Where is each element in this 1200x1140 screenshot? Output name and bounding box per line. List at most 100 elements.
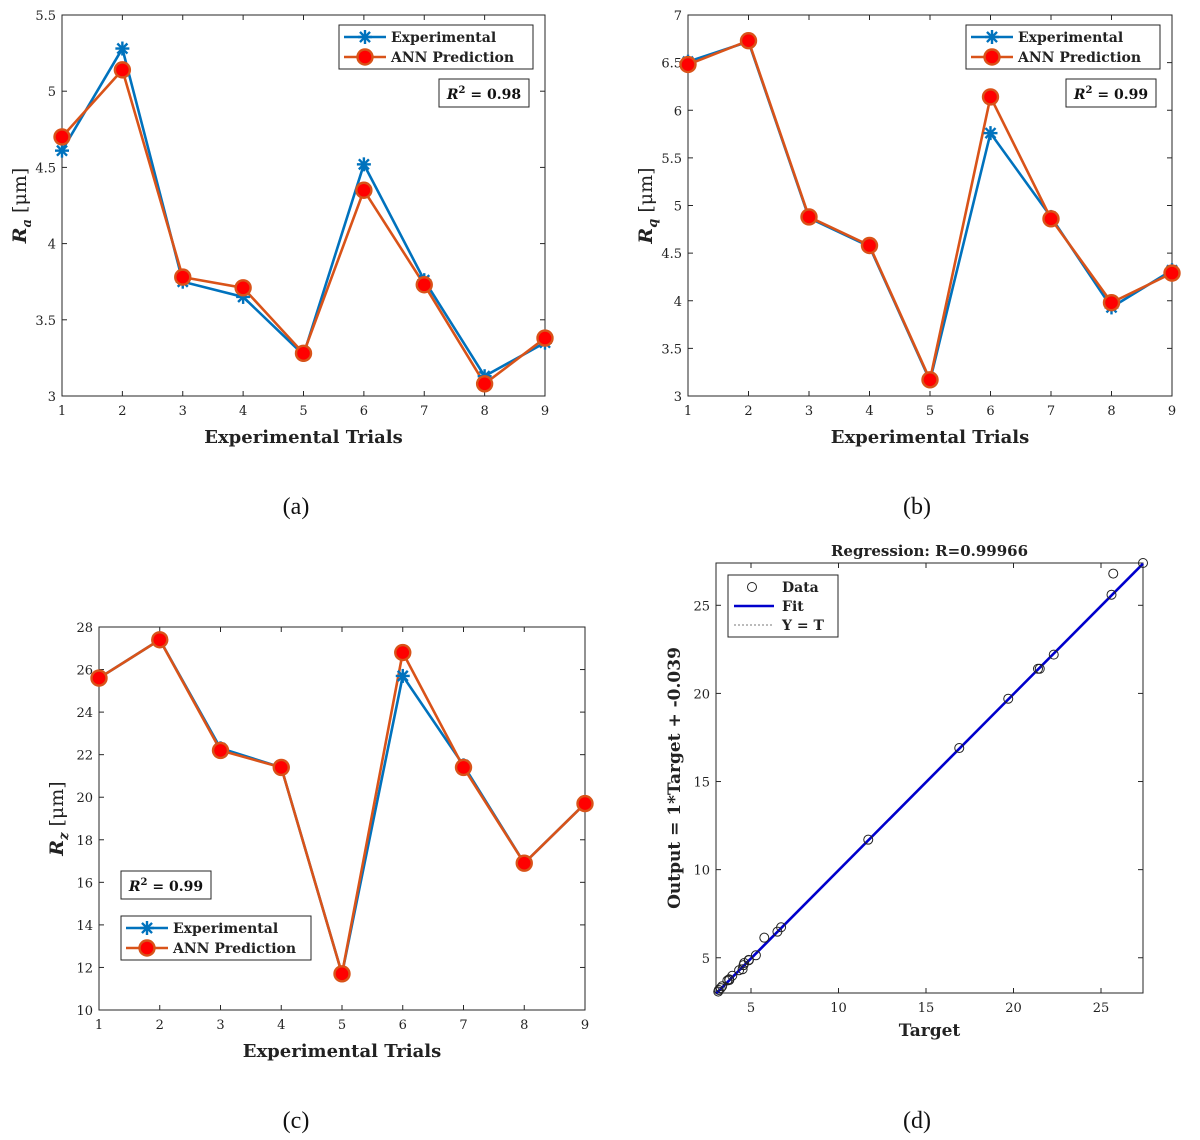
y-tick-label: 25 [693,599,710,614]
caption-d: (d) [903,1108,931,1134]
x-tick-label: 7 [420,404,428,419]
data-point [776,922,787,933]
y-tick-label: 28 [76,621,93,636]
x-tick-label: 9 [1168,404,1176,419]
data-point-ann-prediction [355,181,373,199]
r2-annotation: R2 = 0.98 [438,78,530,108]
fit-line [715,562,1144,995]
legend-marker-ann-prediction [138,939,156,957]
y-axis-label: Output = 1*Target + -0.039 [665,647,685,909]
r2-annotation: R2 = 0.99 [1065,78,1157,108]
chart-b: 1 2 3 4 5 6 7 8 9 3 3.5 4 4.5 5 5.5 6 6.5 7 Experimental T… [635,9,1181,448]
data-point-ann-prediction [53,128,71,146]
x-tick-label: 6 [986,404,994,419]
chart-title: Regression: R=0.99966 [831,542,1028,560]
data-point-ann-prediction [860,236,879,255]
y-axis-label: Rq [μm] [635,167,661,244]
data-point-ann-prediction [921,371,939,389]
x-tick-label: 8 [480,404,488,419]
legend-marker-experimental [140,921,154,935]
legend-marker-ann-prediction [356,48,374,66]
r2-box [1065,78,1157,108]
r2-text: R2 = 0.98 [446,85,521,103]
legend-label: ANN Prediction [390,50,514,66]
legend-label: Experimental [391,30,496,46]
x-tick-label: 10 [830,1001,847,1016]
data-point [743,955,754,966]
data-point-ann-prediction [113,61,132,79]
y-tick-label: 4 [48,238,56,253]
data-point [1034,663,1045,674]
y-tick-label: 16 [76,876,93,891]
y-tick-label: 6.5 [661,57,682,72]
x-tick-label: 1 [684,404,692,419]
data-point [863,834,874,845]
legend-box [120,915,312,961]
y-tick-label: 20 [693,687,710,702]
data-point-ann-prediction [1102,293,1121,312]
data-point-ann-prediction [151,631,169,649]
caption-c: (c) [282,1108,310,1134]
y-tick-label: 26 [76,664,93,679]
y-tick-label: 5 [702,952,710,967]
x-tick-label: 5 [338,1018,346,1033]
data-point [759,932,770,943]
data-point-ann-prediction [1163,264,1181,282]
legend-marker-experimental [985,30,999,44]
legend-marker-experimental [358,30,372,44]
data-point [1108,568,1119,579]
x-tick-label: 4 [239,404,247,419]
x-axis-label: Target [899,1021,961,1041]
r2-box [438,78,530,108]
legend: Experimental ANN Prediction [120,915,312,961]
data-point-ann-prediction [800,208,818,226]
x-tick-label: 7 [459,1018,467,1033]
data-point [750,950,761,961]
x-tick-label: 2 [156,1018,164,1033]
data-point-ann-prediction [234,279,252,297]
legend-marker-data [747,582,757,592]
data-point [1003,693,1014,704]
chart-d: Regression: R=0.99966 5 10 15 20 25 5 10 15 20 25 T… [665,542,1148,1041]
data-point-ann-prediction [272,758,290,777]
legend-label: Y = T [781,618,824,634]
data-point-ann-prediction [415,276,433,294]
y-tick-label: 4.5 [35,161,56,176]
data-point-experimental [356,157,371,172]
data-point [715,983,726,994]
data-point-ann-prediction [475,375,494,393]
data-point [1138,558,1148,568]
r2-box [120,870,212,900]
x-tick-label: 2 [744,404,752,419]
x-tick-label: 8 [1107,404,1115,419]
plot-frame [61,14,546,397]
y-tick-label: 10 [76,1004,93,1019]
legend-box [727,574,839,638]
x-tick-label: 2 [118,404,126,419]
legend-label: ANN Prediction [1017,50,1141,66]
data-point [717,981,728,992]
data-point [713,985,724,996]
data-point-ann-prediction [294,344,313,363]
data-point-ann-prediction [515,854,533,872]
data-point-ann-prediction [679,55,697,74]
y-axis-label: Rz [μm] [46,781,72,856]
data-point-ann-prediction [211,741,230,760]
y-tick-label: 4.5 [661,247,682,262]
data-point-ann-prediction [90,669,108,687]
caption-b: (b) [903,494,931,520]
data-point [727,970,738,981]
y-tick-label: 3 [674,390,682,405]
data-point-ann-prediction [333,965,351,983]
y-tick-label: 4 [674,295,682,310]
y-tick-label: 5.5 [35,9,56,24]
legend: Experimental ANN Prediction [965,24,1161,70]
y-tick-label: 3 [48,390,56,405]
data-point [737,964,748,975]
y-tick-label: 5 [48,85,56,100]
y-tick-label: 5.5 [661,152,682,167]
x-tick-label: 25 [1093,1001,1110,1016]
data-point-ann-prediction [454,758,473,777]
data-point-ann-prediction [739,32,758,50]
